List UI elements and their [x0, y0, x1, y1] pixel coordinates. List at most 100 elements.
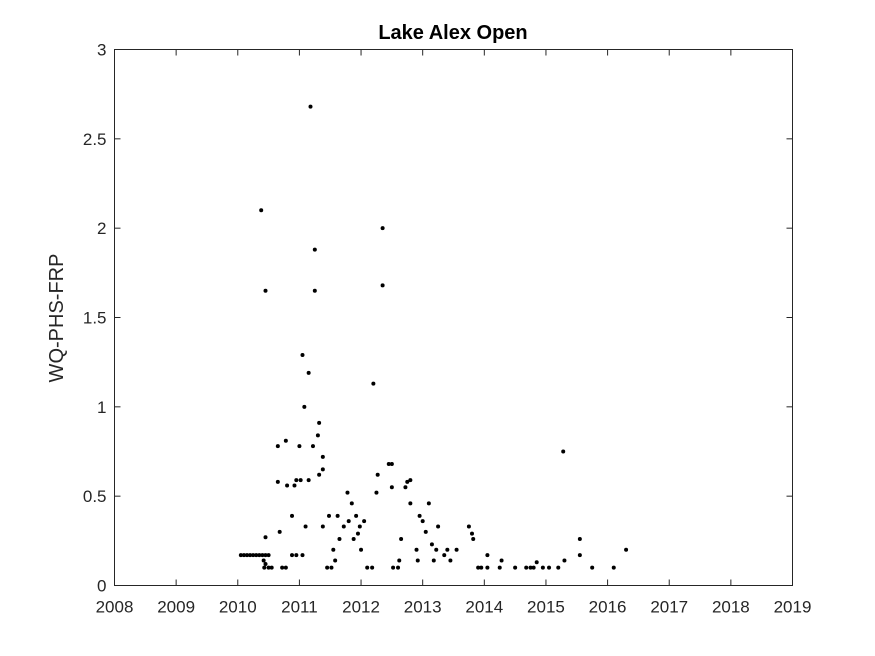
data-point [317, 472, 322, 477]
data-point [577, 537, 582, 542]
data-point [370, 565, 375, 570]
data-point [429, 542, 434, 547]
data-point [337, 537, 342, 542]
data-point [315, 433, 320, 438]
data-point [251, 553, 256, 558]
data-point [423, 529, 428, 534]
data-point [499, 558, 504, 563]
data-point [513, 565, 518, 570]
y-axis: 0 0.5 1 1.5 2 2.5 3 [83, 41, 793, 596]
data-point [466, 524, 471, 529]
data-point [547, 565, 552, 570]
x-tick-label: 2010 [219, 598, 257, 617]
y-tick-label: 3 [97, 41, 106, 60]
data-point [292, 483, 297, 488]
data-point [540, 565, 545, 570]
x-tick-label: 2014 [465, 598, 503, 617]
data-point [528, 565, 533, 570]
x-axis: 2008 2009 2010 2011 2012 2013 2014 2015 2016 2017… [96, 49, 812, 617]
data-point [275, 479, 280, 484]
x-tick-label: 2011 [281, 598, 318, 617]
data-point [556, 565, 561, 570]
data-point [354, 513, 359, 518]
data-point [259, 208, 264, 213]
data-point [524, 565, 529, 570]
data-point [445, 547, 450, 552]
y-tick-label: 0 [97, 577, 106, 596]
data-point [257, 553, 262, 558]
data-point [408, 501, 413, 506]
data-point [577, 553, 582, 558]
data-point [254, 553, 259, 558]
data-point [317, 420, 322, 425]
data-point [294, 478, 299, 483]
x-tick-label: 2008 [96, 598, 134, 617]
data-point [263, 562, 268, 567]
data-point [297, 444, 302, 449]
data-point [408, 478, 413, 483]
data-point [531, 565, 536, 570]
data-point [442, 553, 447, 558]
x-tick-label: 2013 [404, 598, 442, 617]
data-point [306, 370, 311, 375]
data-point [283, 565, 288, 570]
data-point [261, 558, 266, 563]
data-point [359, 547, 364, 552]
data-point [414, 547, 419, 552]
x-tick-label: 2019 [774, 598, 812, 617]
data-point [534, 560, 539, 565]
data-point [263, 288, 268, 293]
data-point [333, 558, 338, 563]
data-point [298, 478, 303, 483]
data-point [308, 104, 313, 109]
chart-title: Lake Alex Open [378, 22, 527, 44]
data-point [269, 565, 274, 570]
data-point [277, 529, 282, 534]
data-point [285, 483, 290, 488]
data-point [375, 472, 380, 477]
data-point [417, 513, 422, 518]
data-point [374, 490, 379, 495]
data-point [469, 531, 474, 536]
x-tick-label: 2015 [527, 598, 565, 617]
data-point [448, 558, 453, 563]
plot-area [114, 49, 793, 586]
data-point [397, 558, 402, 563]
y-tick-label: 1.5 [83, 309, 107, 328]
data-points [238, 104, 629, 570]
data-point [294, 553, 299, 558]
data-point [266, 565, 271, 570]
data-point [241, 553, 246, 558]
y-tick-label: 2.5 [83, 130, 107, 149]
data-point [275, 444, 280, 449]
y-tick-label: 0.5 [83, 487, 107, 506]
data-point [326, 513, 331, 518]
data-point [396, 565, 401, 570]
data-point [471, 537, 476, 542]
data-point [497, 565, 502, 570]
data-point [312, 247, 317, 252]
data-point [300, 353, 305, 358]
data-point [624, 547, 629, 552]
data-point [479, 565, 484, 570]
data-point [310, 444, 315, 449]
data-point [290, 553, 295, 558]
data-point [371, 381, 376, 386]
data-point [329, 565, 334, 570]
data-point [590, 565, 595, 570]
data-point [365, 565, 370, 570]
data-point [355, 531, 360, 536]
data-point [485, 553, 490, 558]
data-point [320, 454, 325, 459]
data-point [380, 226, 385, 231]
data-point [263, 553, 268, 558]
x-tick-label: 2017 [650, 598, 688, 617]
x-tick-label: 2009 [157, 598, 195, 617]
data-point [320, 524, 325, 529]
data-point [436, 524, 441, 529]
data-point [420, 519, 425, 524]
data-point [362, 519, 367, 524]
data-point [349, 501, 354, 506]
data-point [341, 524, 346, 529]
data-point [290, 513, 295, 518]
